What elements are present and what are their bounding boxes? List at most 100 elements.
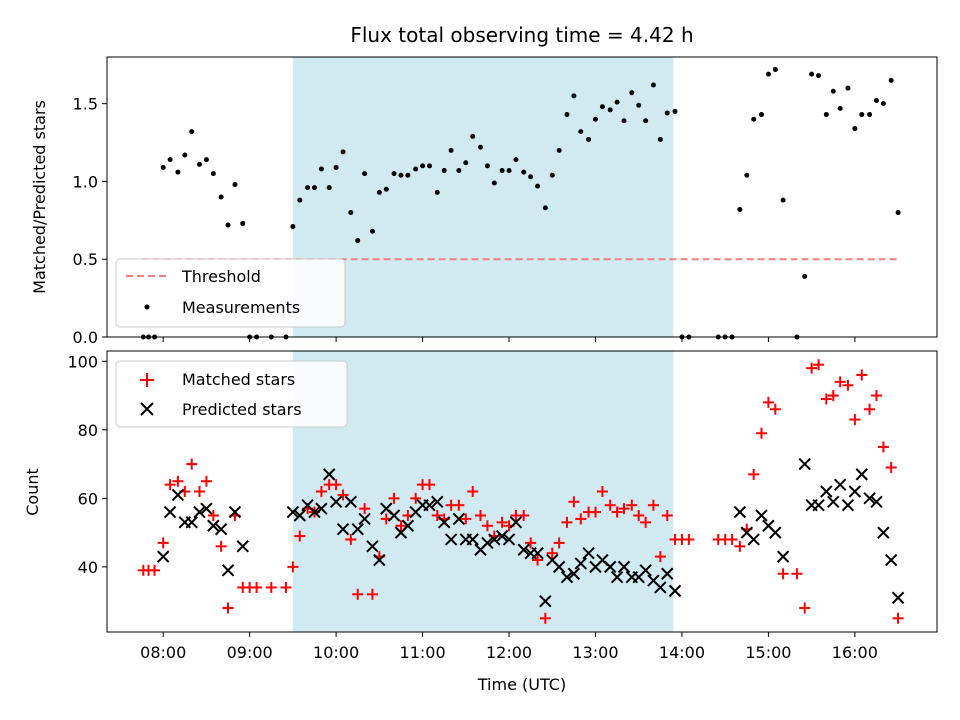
shaded-span bbox=[292, 57, 674, 337]
measurement-point bbox=[650, 82, 656, 88]
predicted-star-point bbox=[747, 533, 760, 546]
predicted-star-point bbox=[539, 594, 552, 608]
predicted-star-point bbox=[863, 492, 876, 505]
predicted-star-point bbox=[567, 567, 581, 580]
predicted-star-point bbox=[841, 499, 855, 512]
matched-star-point bbox=[870, 390, 882, 402]
x-tick-label: 10:00 bbox=[313, 643, 359, 662]
matched-star-point bbox=[460, 513, 472, 525]
matched-star-point bbox=[251, 581, 263, 593]
matched-star-point bbox=[525, 537, 537, 549]
measurement-point bbox=[867, 112, 873, 118]
predicted-star-point bbox=[560, 570, 574, 584]
bottom-y-axis: 40 60 80 100 bbox=[67, 352, 107, 577]
matched-star-point bbox=[467, 486, 479, 497]
predicted-star-point bbox=[733, 505, 747, 519]
predicted-star-point bbox=[639, 564, 652, 577]
x-tick-label: 13:00 bbox=[572, 643, 618, 662]
predicted-star-point bbox=[214, 522, 228, 536]
predicted-star-point bbox=[366, 540, 379, 553]
matched-star-point bbox=[849, 414, 861, 426]
matched-star-point bbox=[287, 561, 299, 573]
matched-star-point bbox=[842, 379, 854, 391]
matched-star-point bbox=[265, 581, 277, 593]
matched-star-point bbox=[799, 602, 811, 614]
matched-star-point bbox=[748, 468, 760, 480]
matched-star-point bbox=[172, 475, 184, 487]
predicted-star-point bbox=[827, 495, 840, 508]
measurement-point bbox=[470, 133, 476, 139]
ratio-panel: 0.0 0.5 1.0 1.5 Matched/Predicted stars Thr… bbox=[30, 56, 938, 347]
measurement-point bbox=[564, 112, 570, 118]
matched-star-point bbox=[366, 588, 378, 600]
matched-star-point bbox=[431, 509, 443, 521]
measurement-point bbox=[456, 168, 462, 174]
shaded-span bbox=[292, 351, 674, 632]
measurement-point bbox=[837, 105, 843, 111]
measurement-point bbox=[434, 189, 440, 195]
predicted-star-point bbox=[163, 505, 177, 519]
matched-star-point bbox=[755, 427, 767, 439]
predicted-star-point bbox=[387, 509, 401, 522]
predicted-star-point bbox=[668, 584, 682, 598]
matched-star-point bbox=[762, 396, 774, 408]
count-panel: 40 60 80 100 08:00 09:00 10:00 11:00 12:00 13:00… bbox=[23, 350, 938, 694]
matched-star-point bbox=[157, 537, 169, 549]
predicted-star-point bbox=[502, 533, 516, 546]
predicted-star-point bbox=[855, 468, 868, 481]
predicted-star-point bbox=[466, 533, 479, 546]
predicted-star-point bbox=[423, 499, 436, 512]
top-y-axis: 0.0 0.5 1.0 1.5 bbox=[73, 95, 107, 347]
measurement-point bbox=[859, 112, 865, 118]
measurement-point bbox=[772, 66, 778, 72]
matched-star-point bbox=[791, 568, 803, 580]
measurement-point bbox=[426, 163, 432, 169]
matched-star-point bbox=[337, 489, 349, 501]
measurement-point bbox=[218, 194, 224, 200]
predicted-star-point bbox=[776, 550, 790, 563]
legend-predicted-label: Predicted stars bbox=[182, 400, 302, 419]
measurement-point bbox=[232, 182, 238, 188]
measurement-point bbox=[506, 168, 512, 174]
predicted-star-point bbox=[437, 516, 451, 529]
predicted-star-point bbox=[481, 536, 494, 550]
y-tick-label: 1.0 bbox=[73, 172, 98, 191]
predicted-star-point bbox=[193, 505, 206, 519]
measurement-point bbox=[657, 136, 663, 142]
matched-star-point bbox=[539, 612, 551, 624]
measurement-point bbox=[880, 101, 886, 107]
matched-star-point bbox=[734, 540, 746, 552]
measurement-point bbox=[326, 185, 332, 191]
predicted-star-point bbox=[509, 516, 523, 529]
measurement-point bbox=[895, 210, 901, 216]
matched-star-point bbox=[892, 612, 904, 624]
y-tick-label: 0.0 bbox=[73, 328, 98, 347]
matched-star-point bbox=[359, 503, 371, 515]
measurement-point bbox=[528, 174, 534, 180]
measurement-point bbox=[167, 157, 173, 163]
predicted-star-point bbox=[610, 570, 624, 584]
bottom-y-axis-label: Count bbox=[23, 468, 42, 516]
measurement-point bbox=[845, 85, 851, 91]
matched-star-point bbox=[186, 458, 198, 470]
measurement-point bbox=[413, 166, 419, 172]
measurement-point bbox=[542, 205, 548, 211]
predicted-star-point bbox=[401, 519, 415, 532]
predicted-star-point bbox=[156, 550, 170, 563]
measurement-point bbox=[203, 157, 209, 163]
measurement-point bbox=[744, 172, 750, 178]
matched-star-point bbox=[561, 516, 573, 528]
measurement-point bbox=[535, 183, 541, 189]
predicted-star-point bbox=[603, 560, 617, 574]
matched-star-point bbox=[769, 403, 781, 415]
top-plot-frame bbox=[106, 56, 938, 338]
matched-star-point bbox=[475, 509, 486, 521]
measurement-point bbox=[629, 90, 635, 96]
predicted-star-point bbox=[308, 505, 321, 519]
predicted-star-point bbox=[848, 485, 862, 498]
bottom-x-axis: 08:00 09:00 10:00 11:00 12:00 13:00 14:00 15:00… bbox=[140, 632, 878, 662]
predicted-star-point bbox=[315, 502, 328, 515]
measurement-point bbox=[305, 185, 311, 191]
matched-star-point bbox=[532, 554, 544, 566]
predicted-star-point bbox=[891, 591, 905, 604]
